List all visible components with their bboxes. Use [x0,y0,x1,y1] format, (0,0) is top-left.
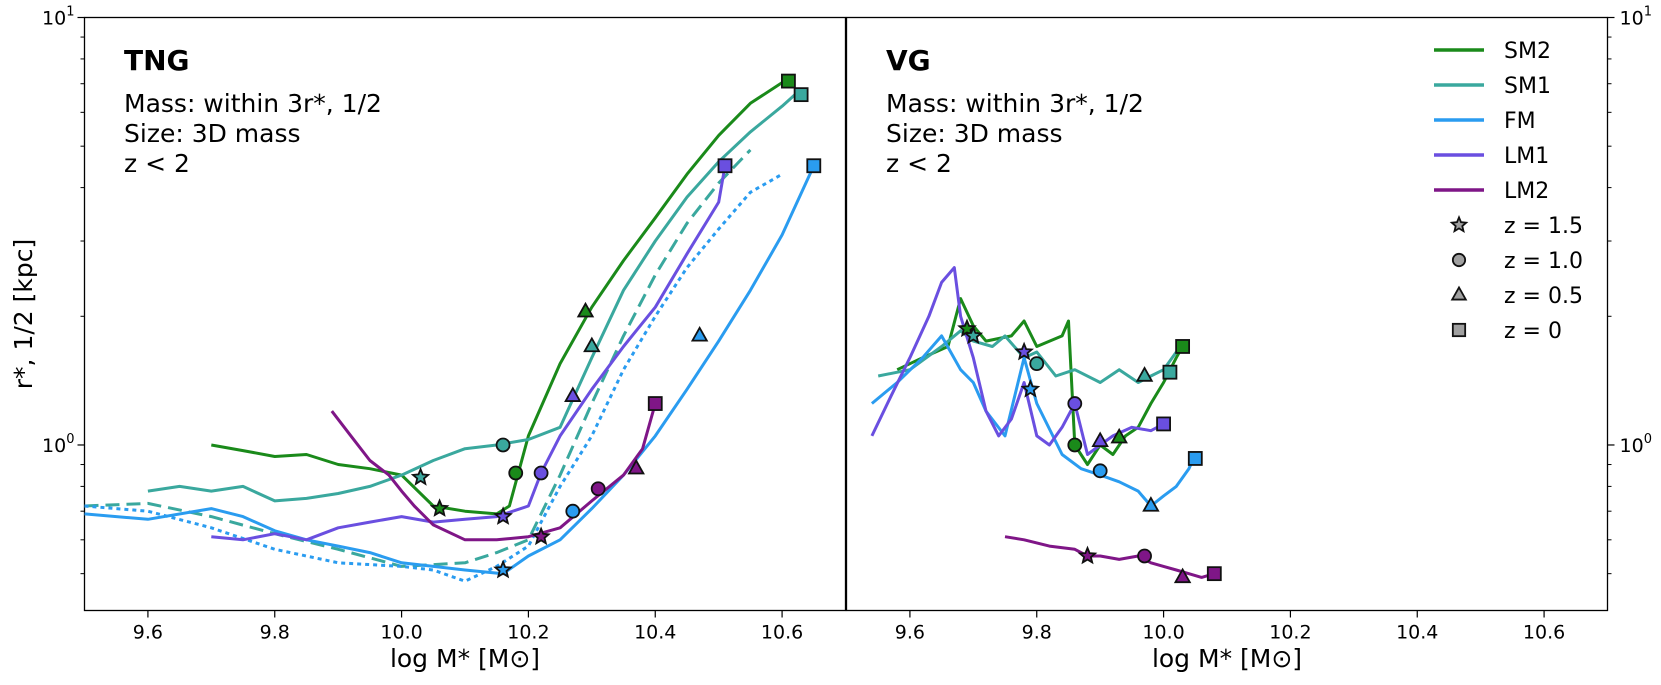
vg-marker-lm1-z0 [1156,416,1171,432]
legend-marker-triangle [1450,285,1468,301]
vg-marker-lm1-z05 [1091,431,1109,447]
right-ytick-label: 101 [1620,5,1652,30]
vg-axes-frame [845,16,1609,612]
vg-marker-fm-z10 [1092,463,1108,479]
vg-marker-lm2-z0 [1206,566,1222,582]
legend-label-sm1: SM1 [1504,74,1551,99]
tng-marker-sm2-z05 [576,301,595,318]
legend-label-square: z = 0 [1504,319,1562,344]
vg-annotation-redshift: z < 2 [886,149,952,178]
tng-x-axis-label: log M* [M⊙] [390,644,540,673]
legend-label-lm1: LM1 [1504,144,1549,169]
vg-series-fm [870,334,1197,508]
left-ytick-label: 100 [42,432,74,457]
tng-xtick-label: 9.8 [260,622,290,644]
tng-marker-lm1-z0 [717,158,733,174]
vg-annotation-mass: Mass: within 3r*, 1/2 [886,89,1144,118]
legend-marker-square [1451,322,1467,338]
vg-series-sm2 [896,297,1184,466]
vg-marker-lm1-z10 [1067,396,1083,411]
vg-series-lm1 [870,266,1165,456]
tng-marker-sm2-z10 [508,465,524,481]
vg-plot-area [870,266,1222,584]
tng-xtick-label: 10.4 [634,622,676,644]
tng-annotation-size: Size: 3D mass [124,119,301,148]
legend-label-lm2: LM2 [1504,179,1549,204]
axis-ticks: 9.6 9.8 10.0 10.2 10.4 10.6 100 101 9.6 9.8 10.0 10… [42,5,1652,644]
vg-marker-fm-z15 [1020,378,1041,398]
tng-annotation-redshift: z < 2 [124,149,190,178]
right-ytick-label: 100 [1620,432,1652,457]
vg-x-axis-label: log M* [M⊙] [1152,644,1302,673]
tng-series-sm1 [147,87,803,503]
vg-panel-title: VG [886,44,931,77]
tng-marker-lm2-z0 [647,396,663,411]
tng-marker-lm2-z10 [590,481,606,497]
vg-marker-sm2-z0 [1175,339,1191,354]
tng-plot-area [84,73,822,583]
tng-marker-lm1-z10 [533,465,549,481]
tng-marker-fm-z15 [493,559,513,579]
vg-xtick-label: 9.6 [895,622,925,644]
tng-marker-sm2-z15 [429,498,450,517]
tng-marker-fm-z10 [565,503,581,519]
legend-marker-star [1449,215,1469,233]
vg-marker-fm-z0 [1187,451,1203,466]
vg-marker-sm2-z05 [1110,427,1128,444]
vg-marker-sm1-z15 [963,325,984,345]
legend-label-sm2: SM2 [1504,39,1551,64]
tng-xtick-label: 9.6 [133,622,163,644]
tng-series-sm1-dashed [84,148,752,568]
vg-xtick-label: 10.4 [1396,622,1438,644]
legend-marker-circle [1451,252,1467,268]
tng-marker-sm1-z15 [410,466,431,486]
tng-marker-fm-z0 [806,158,822,174]
tng-marker-sm1-z0 [793,87,809,103]
vg-marker-lm2-z05 [1173,567,1192,584]
tng-series-fm-dotted [84,172,783,583]
vg-marker-sm1-z0 [1162,364,1178,380]
tng-marker-lm1-z15 [493,506,513,525]
vg-xtick-label: 10.2 [1269,622,1311,644]
tng-panel-title: TNG [124,44,190,77]
legend-label-triangle: z = 0.5 [1504,284,1583,309]
legend-label-circle: z = 1.0 [1504,249,1583,274]
legend: SM2 SM1 FM LM1 LM2 z = 1.5 z = 1.0 z = 0.5 z = 0 [1434,39,1583,344]
tng-series-lm1 [211,165,727,542]
tng-axes-frame [83,16,847,612]
vg-series-lm2 [1004,535,1215,579]
tng-marker-sm1-z05 [583,336,601,353]
tng-series-fm [84,165,816,576]
tng-annotation-mass: Mass: within 3r*, 1/2 [124,89,382,118]
left-ytick-label: 101 [42,5,74,30]
vg-marker-sm1-z10 [1029,356,1045,372]
vg-xtick-label: 9.8 [1022,622,1052,644]
vg-marker-fm-z05 [1142,496,1160,512]
y-axis-label: r*, 1/2 [kpc] [9,239,38,389]
vg-xtick-label: 10.6 [1523,622,1565,644]
vg-xtick-label: 10.0 [1142,622,1184,644]
legend-label-fm: FM [1504,109,1536,134]
tng-series-lm2 [330,403,657,542]
vg-marker-sm2-z10 [1067,437,1083,453]
tng-marker-lm2-z15 [531,526,551,546]
tng-xtick-label: 10.6 [761,622,803,644]
tng-marker-lm2-z05 [627,458,645,475]
vg-marker-sm1-z05 [1135,366,1154,382]
tng-marker-fm-z05 [690,326,709,342]
tng-marker-sm2-z0 [781,73,796,89]
legend-label-star: z = 1.5 [1504,214,1583,239]
vg-marker-lm2-z10 [1137,548,1152,564]
vg-marker-lm1-z15 [1014,341,1034,361]
tng-xtick-label: 10.2 [507,622,549,644]
vg-marker-lm2-z15 [1077,545,1098,565]
tng-marker-sm1-z10 [495,437,511,453]
vg-annotation-size: Size: 3D mass [886,119,1063,148]
tng-xtick-label: 10.0 [380,622,422,644]
tng-marker-lm1-z05 [564,386,582,402]
